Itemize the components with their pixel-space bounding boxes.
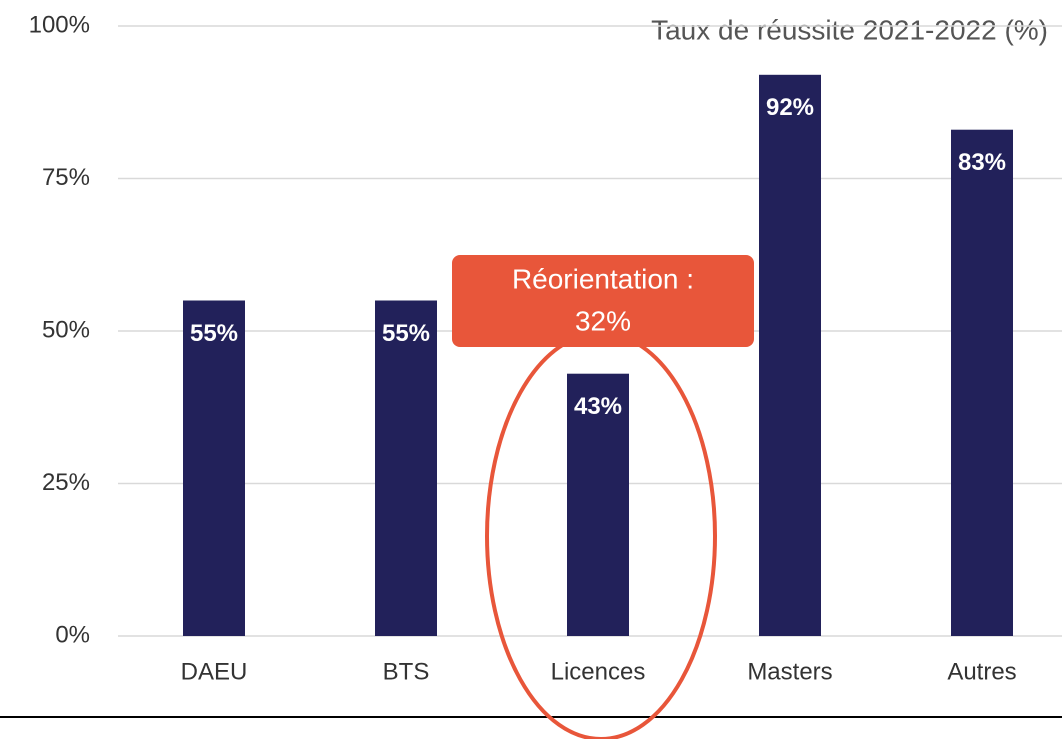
value-label: 55%: [190, 320, 238, 347]
value-label: 83%: [958, 149, 1006, 176]
x-tick-label: BTS: [383, 658, 430, 685]
y-tick-label: 50%: [42, 316, 90, 343]
bar: [759, 74, 821, 637]
y-tick-label: 0%: [55, 621, 90, 648]
x-tick-label: Autres: [947, 658, 1016, 685]
bar: [183, 300, 245, 636]
bar: [375, 300, 437, 636]
value-label: 43%: [574, 393, 622, 420]
chart-title: Taux de réussite 2021-2022 (%): [651, 14, 1048, 45]
bar: [567, 373, 629, 636]
annotation-text: Réorientation :: [512, 263, 694, 294]
x-tick-label: Masters: [747, 658, 832, 685]
annotation-box: [452, 255, 754, 347]
y-tick-label: 25%: [42, 469, 90, 496]
y-tick-label: 100%: [29, 11, 90, 38]
value-label: 92%: [766, 94, 814, 121]
value-label: 55%: [382, 320, 430, 347]
x-tick-label: Licences: [551, 658, 646, 685]
x-tick-label: DAEU: [181, 658, 248, 685]
annotation-text: 32%: [575, 305, 631, 336]
bar: [951, 129, 1013, 636]
y-tick-label: 75%: [42, 164, 90, 191]
